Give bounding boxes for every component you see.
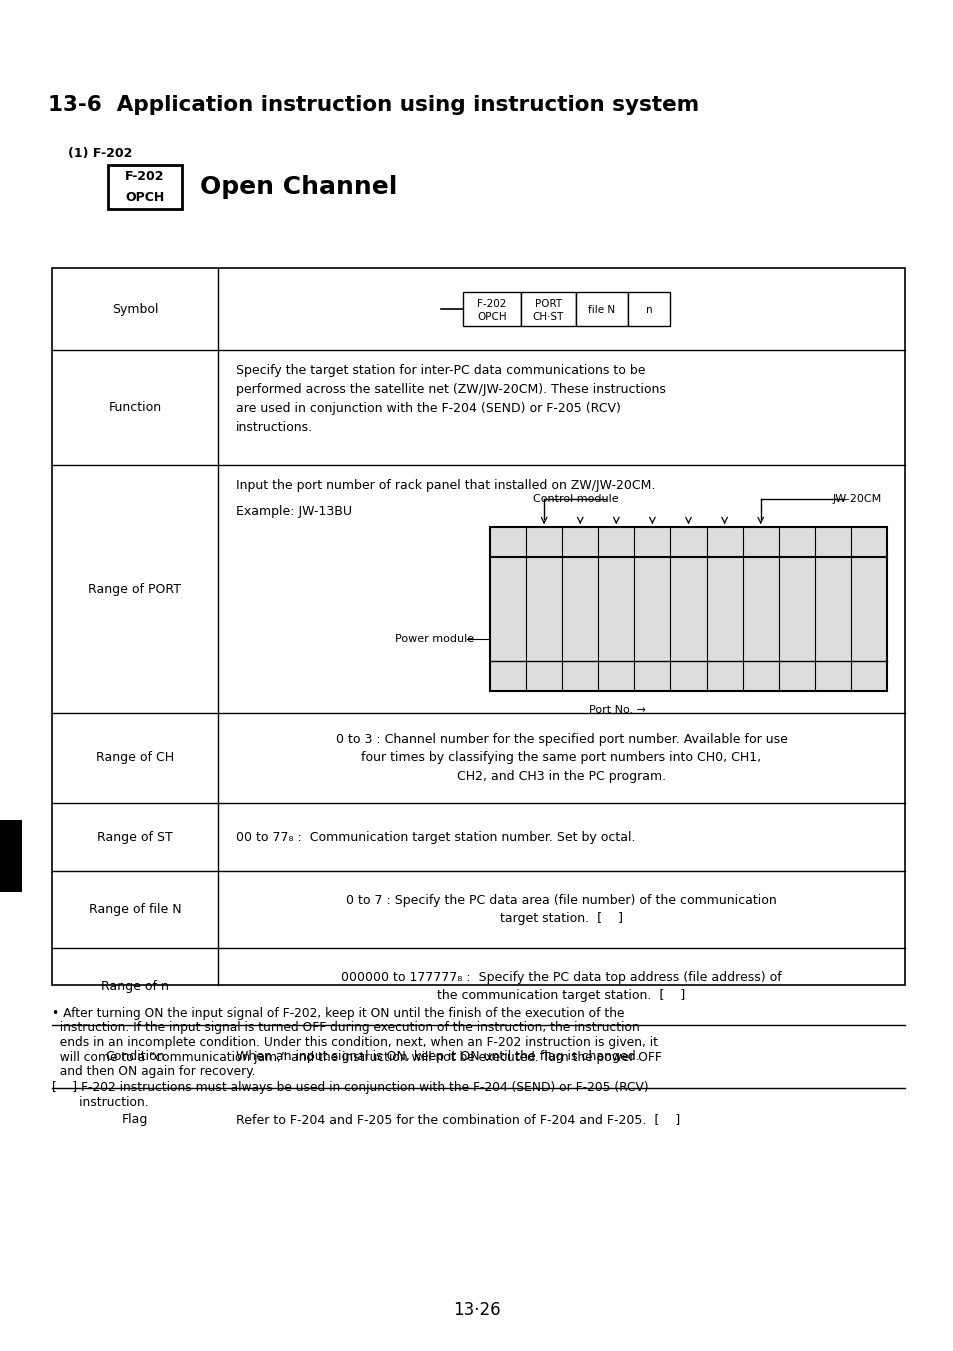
- Bar: [627, 292, 669, 326]
- Text: 00 to 77₈ :  Communication target station number. Set by octal.: 00 to 77₈ : Communication target station…: [235, 831, 635, 843]
- Text: Function: Function: [109, 401, 161, 413]
- Text: [    ] F-202 instructions must always be used in conjunction with the F-204 (SEN: [ ] F-202 instructions must always be us…: [52, 1082, 648, 1094]
- Text: instruction. If the input signal is turned OFF during execution of the instructi: instruction. If the input signal is turn…: [52, 1021, 639, 1035]
- Text: Range of n: Range of n: [101, 979, 169, 993]
- Text: 0 to 7 : Specify the PC data area (file number) of the communication
target stat: 0 to 7 : Specify the PC data area (file …: [346, 894, 776, 925]
- Bar: [520, 292, 576, 326]
- Bar: [52, 267, 904, 985]
- Text: F-202: F-202: [476, 299, 506, 309]
- Text: 13·26: 13·26: [453, 1301, 500, 1319]
- Text: will come to a “communication jam,” and the instruction will not be executed. Tu: will come to a “communication jam,” and …: [52, 1051, 661, 1063]
- Text: 000000 to 177777₈ :  Specify the PC data top address (file address) of
the commu: 000000 to 177777₈ : Specify the PC data …: [341, 971, 781, 1002]
- Text: (1) F-202: (1) F-202: [68, 147, 132, 159]
- Text: Range of file N: Range of file N: [89, 902, 181, 916]
- Text: OPCH: OPCH: [125, 190, 165, 204]
- Text: Range of CH: Range of CH: [96, 751, 173, 765]
- Bar: [576, 292, 627, 326]
- Text: CH·ST: CH·ST: [533, 312, 563, 322]
- Text: Symbol: Symbol: [112, 303, 158, 316]
- Text: Range of ST: Range of ST: [97, 831, 172, 843]
- Text: 0 to 3 : Channel number for the specified port number. Available for use
four ti: 0 to 3 : Channel number for the specifie…: [335, 734, 786, 784]
- Text: PORT: PORT: [535, 299, 561, 309]
- Text: JW-20CM: JW-20CM: [832, 494, 882, 504]
- Text: Port No. →: Port No. →: [589, 705, 645, 715]
- Text: 13-6  Application instruction using instruction system: 13-6 Application instruction using instr…: [48, 95, 699, 115]
- Bar: [0, 820, 22, 892]
- Bar: [108, 165, 182, 209]
- Text: OPCH: OPCH: [476, 312, 506, 322]
- Text: Range of PORT: Range of PORT: [89, 582, 181, 596]
- Text: ends in an incomplete condition. Under this condition, next, when an F-202 instr: ends in an incomplete condition. Under t…: [52, 1036, 658, 1048]
- Text: Power module: Power module: [395, 634, 474, 643]
- Text: Flag: Flag: [122, 1113, 148, 1125]
- Bar: [490, 527, 886, 690]
- Text: file N: file N: [588, 305, 615, 315]
- Text: n: n: [645, 305, 652, 315]
- Text: Open Channel: Open Channel: [200, 176, 397, 199]
- Text: When an input signal is ON, keep it ON until the flag is changed.: When an input signal is ON, keep it ON u…: [235, 1050, 639, 1063]
- Text: Input the port number of rack panel that installed on ZW/JW-20CM.: Input the port number of rack panel that…: [235, 480, 655, 492]
- Text: instruction.: instruction.: [52, 1096, 149, 1109]
- Bar: [462, 292, 520, 326]
- Text: • After turning ON the input signal of F-202, keep it ON until the finish of the: • After turning ON the input signal of F…: [52, 1006, 624, 1020]
- Text: Example: JW-13BU: Example: JW-13BU: [235, 505, 352, 517]
- Text: F-202: F-202: [125, 170, 165, 184]
- Text: Specify the target station for inter-PC data communications to be
performed acro: Specify the target station for inter-PC …: [235, 363, 665, 434]
- Text: Refer to F-204 and F-205 for the combination of F-204 and F-205.  [    ]: Refer to F-204 and F-205 for the combina…: [235, 1113, 679, 1125]
- Text: Control module: Control module: [533, 494, 618, 504]
- Text: and then ON again for recovery.: and then ON again for recovery.: [52, 1065, 255, 1078]
- Text: Condition: Condition: [105, 1050, 165, 1063]
